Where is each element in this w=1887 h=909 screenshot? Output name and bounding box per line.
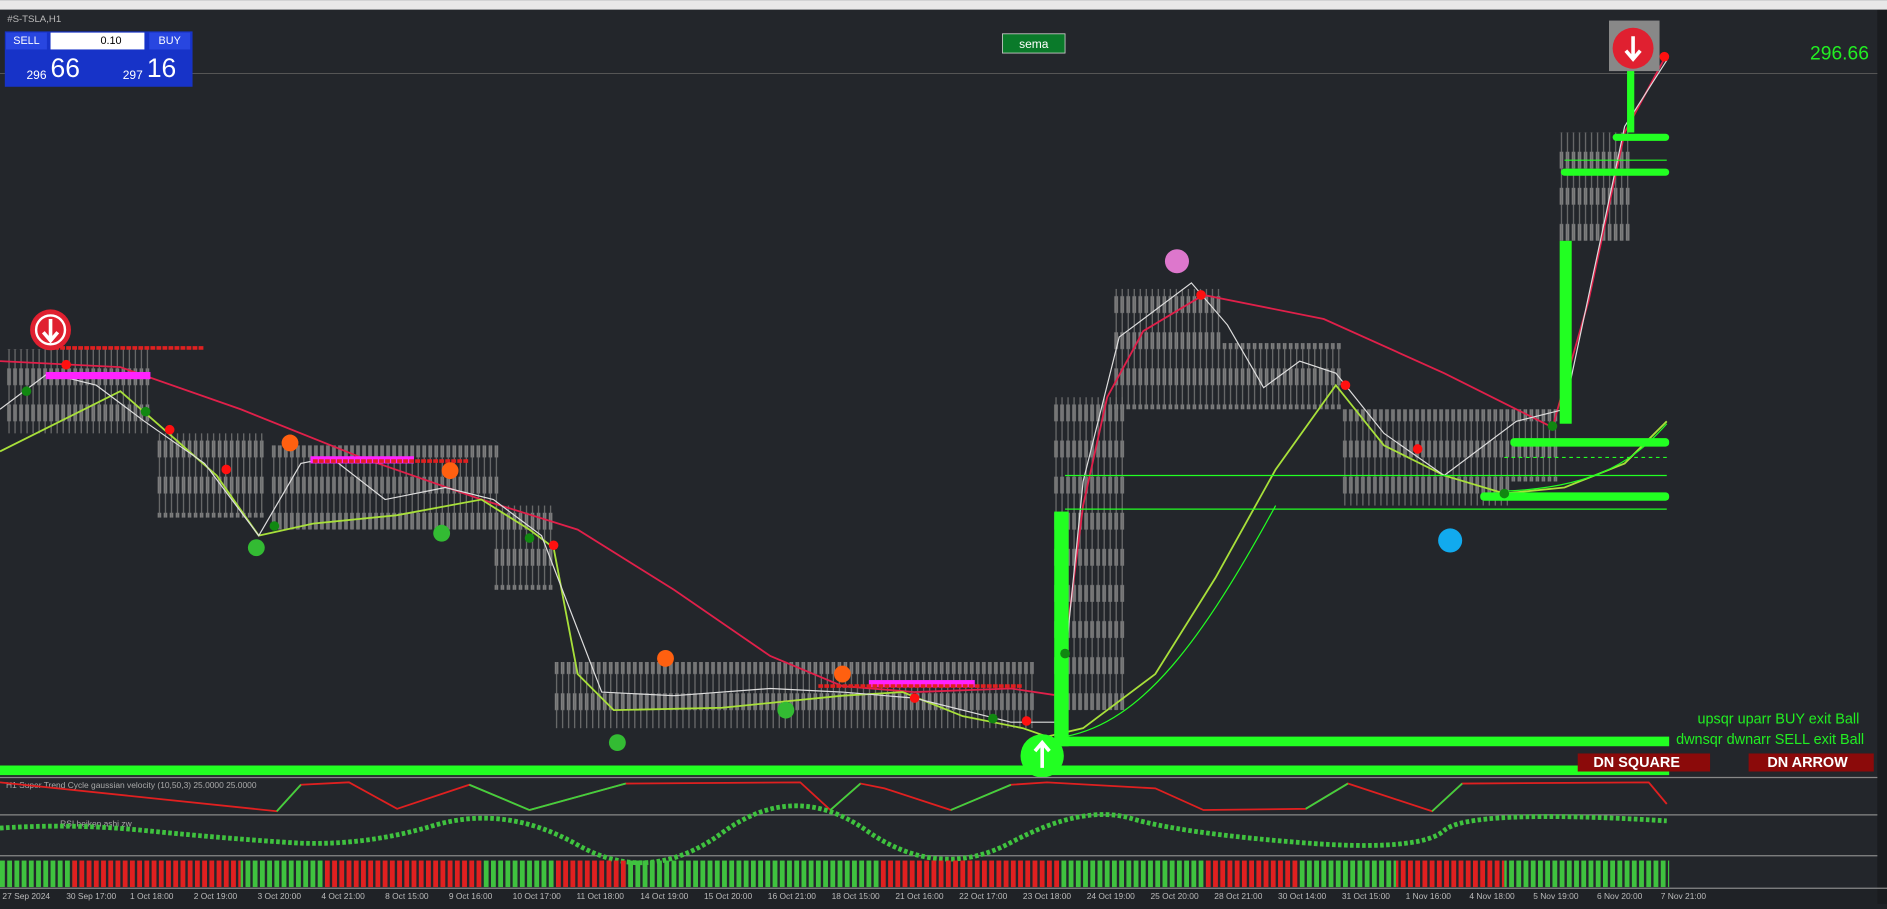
- sell-label[interactable]: SELL: [13, 35, 40, 47]
- levels: [1064, 159, 1668, 738]
- time-label: 24 Oct 19:00: [1087, 891, 1135, 901]
- time-label: 9 Oct 16:00: [449, 891, 493, 901]
- buy-button[interactable]: [149, 32, 191, 50]
- ask-big: 16: [147, 53, 176, 83]
- sema-button[interactable]: [1002, 33, 1066, 54]
- legend-sell: dwnsqr dwnarr SELL exit Ball: [1676, 732, 1864, 748]
- cycle-line: [0, 781, 1668, 813]
- cycle-line-up: [276, 782, 1463, 812]
- trade-panel: SELL 0.10 BUY 296 66 297 16: [4, 31, 193, 87]
- sema-label[interactable]: sema: [1019, 37, 1049, 51]
- time-label: 1 Oct 18:00: [130, 891, 174, 901]
- window-title: #S-TSLA,H1: [7, 14, 61, 25]
- time-label: 21 Oct 16:00: [895, 891, 943, 901]
- histogram: [0, 860, 1670, 888]
- time-label: 8 Oct 15:00: [385, 891, 429, 901]
- time-label: 15 Oct 20:00: [704, 891, 752, 901]
- legend-buy: upsqr uparr BUY exit Ball: [1697, 712, 1859, 728]
- sell-button[interactable]: [6, 32, 47, 50]
- time-label: 7 Nov 21:00: [1661, 891, 1707, 901]
- time-label: 25 Oct 20:00: [1150, 891, 1198, 901]
- indicator-label: RSI heiken ashi zw: [60, 819, 132, 829]
- arrows: [30, 20, 1660, 778]
- bid-small: 296: [26, 68, 46, 82]
- time-label: 27 Sep 2024: [2, 891, 50, 901]
- time-label: 16 Oct 21:00: [768, 891, 816, 901]
- time-label: 6 Nov 20:00: [1597, 891, 1643, 901]
- lot-input[interactable]: [50, 32, 145, 50]
- time-label: 1 Nov 16:00: [1406, 891, 1452, 901]
- time-label: 22 Oct 17:00: [959, 891, 1007, 901]
- bid-big: 66: [51, 53, 80, 83]
- dn-arrow: DN ARROW: [1767, 755, 1848, 771]
- lot-value[interactable]: 0.10: [100, 35, 121, 47]
- indicator-label: H1 Super Trend Cycle gaussian velocity (…: [6, 780, 257, 790]
- dn-arrow-box: [1748, 753, 1874, 772]
- time-label: 11 Oct 18:00: [576, 891, 624, 901]
- time-label: 18 Oct 15:00: [832, 891, 880, 901]
- price-line: [0, 59, 1668, 723]
- dn-square-box: [1577, 753, 1711, 772]
- buy-label[interactable]: BUY: [159, 35, 181, 47]
- time-label: 28 Oct 21:00: [1214, 891, 1262, 901]
- sr-lines: [45, 346, 1023, 688]
- time-label: 23 Oct 18:00: [1023, 891, 1071, 901]
- slow-ma: [0, 53, 1668, 697]
- time-label: 30 Sep 17:00: [66, 891, 116, 901]
- time-label: 5 Nov 19:00: [1533, 891, 1579, 901]
- time-label: 30 Oct 14:00: [1278, 891, 1326, 901]
- time-label: 14 Oct 19:00: [640, 891, 688, 901]
- trend-blocks: [0, 69, 1670, 776]
- price-scale: [1877, 9, 1887, 904]
- time-label: 3 Oct 20:00: [258, 891, 302, 901]
- price-label: 296.66: [1810, 43, 1869, 64]
- time-label: 10 Oct 17:00: [513, 891, 561, 901]
- time-label: 31 Oct 15:00: [1342, 891, 1390, 901]
- dn-square: DN SQUARE: [1593, 755, 1680, 771]
- toolbar: [0, 0, 1887, 10]
- time-label: 4 Oct 21:00: [321, 891, 365, 901]
- signal-dots: [21, 51, 1670, 752]
- time-axis: 27 Sep 2024 30 Sep 17:00 1 Oct 18:00 2 Oct …: [2, 891, 1706, 901]
- time-label: 2 Oct 19:00: [194, 891, 238, 901]
- ask-small: 297: [123, 68, 143, 82]
- rsi-dots: [0, 803, 1667, 866]
- time-label: 4 Nov 18:00: [1469, 891, 1515, 901]
